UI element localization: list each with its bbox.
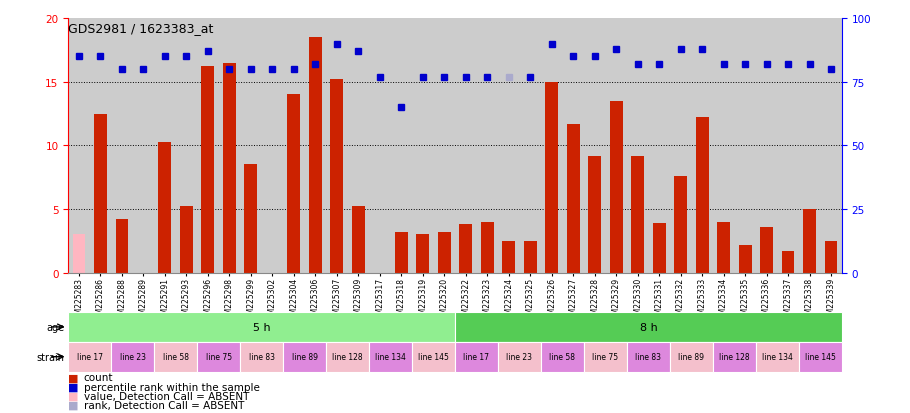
Bar	[116, 220, 128, 273]
Text: line 83: line 83	[635, 352, 662, 361]
Bar	[223, 64, 236, 273]
Bar	[541, 342, 584, 372]
Bar	[201, 67, 215, 273]
Text: count: count	[84, 373, 113, 382]
Bar	[395, 233, 408, 273]
Bar	[627, 342, 670, 372]
Bar	[94, 114, 107, 273]
Text: line 134: line 134	[375, 352, 406, 361]
Text: ■: ■	[68, 400, 79, 410]
Text: line 23: line 23	[120, 352, 146, 361]
Text: strain: strain	[36, 352, 65, 362]
Text: line 134: line 134	[762, 352, 793, 361]
Text: line 75: line 75	[592, 352, 619, 361]
Text: 8 h: 8 h	[640, 322, 657, 332]
Bar	[460, 225, 472, 273]
Text: rank, Detection Call = ABSENT: rank, Detection Call = ABSENT	[84, 400, 244, 410]
Text: line 75: line 75	[206, 352, 232, 361]
Bar	[717, 222, 730, 273]
Bar	[524, 241, 537, 273]
Bar	[111, 342, 154, 372]
Bar	[803, 209, 816, 273]
Text: line 145: line 145	[418, 352, 449, 361]
Text: age: age	[46, 322, 65, 332]
Text: line 145: line 145	[804, 352, 835, 361]
Text: line 23: line 23	[507, 352, 532, 361]
Bar	[68, 342, 111, 372]
Bar	[455, 312, 842, 342]
Text: line 17: line 17	[76, 352, 103, 361]
Text: line 128: line 128	[332, 352, 363, 361]
Bar	[197, 342, 240, 372]
Bar	[330, 80, 343, 273]
Bar	[739, 245, 752, 273]
Bar	[73, 235, 86, 273]
Bar	[283, 342, 326, 372]
Bar	[498, 342, 541, 372]
Text: percentile rank within the sample: percentile rank within the sample	[84, 382, 259, 392]
Bar	[670, 342, 713, 372]
Bar	[756, 342, 799, 372]
Bar	[610, 102, 622, 273]
Bar	[158, 142, 171, 273]
Text: ■: ■	[68, 391, 79, 401]
Bar	[760, 227, 773, 273]
Text: line 83: line 83	[248, 352, 275, 361]
Bar	[480, 222, 493, 273]
Text: line 128: line 128	[719, 352, 750, 361]
Bar	[652, 223, 665, 273]
Bar	[288, 95, 300, 273]
Text: value, Detection Call = ABSENT: value, Detection Call = ABSENT	[84, 391, 249, 401]
Bar	[545, 83, 558, 273]
Bar	[240, 342, 283, 372]
Bar	[799, 342, 842, 372]
Bar	[824, 241, 837, 273]
Text: line 89: line 89	[678, 352, 704, 361]
Bar	[567, 124, 580, 273]
Bar	[584, 342, 627, 372]
Bar	[588, 156, 602, 273]
Text: GDS2981 / 1623383_at: GDS2981 / 1623383_at	[68, 22, 214, 35]
Bar	[632, 156, 644, 273]
Text: ■: ■	[68, 382, 79, 392]
Bar	[308, 38, 322, 273]
Bar	[695, 118, 709, 273]
Text: line 17: line 17	[463, 352, 490, 361]
Text: line 58: line 58	[163, 352, 188, 361]
Bar	[245, 165, 258, 273]
Bar	[412, 342, 455, 372]
Bar	[369, 342, 412, 372]
Text: line 89: line 89	[291, 352, 318, 361]
Bar	[68, 312, 455, 342]
Bar	[154, 342, 197, 372]
Bar	[782, 252, 794, 273]
Bar	[438, 233, 450, 273]
Bar	[326, 342, 369, 372]
Bar	[713, 342, 756, 372]
Bar	[502, 241, 515, 273]
Text: line 58: line 58	[550, 352, 575, 361]
Bar	[455, 342, 498, 372]
Bar	[352, 207, 365, 273]
Text: ■: ■	[68, 373, 79, 382]
Bar	[180, 207, 193, 273]
Bar	[674, 176, 687, 273]
Text: 5 h: 5 h	[253, 322, 270, 332]
Bar	[416, 235, 430, 273]
